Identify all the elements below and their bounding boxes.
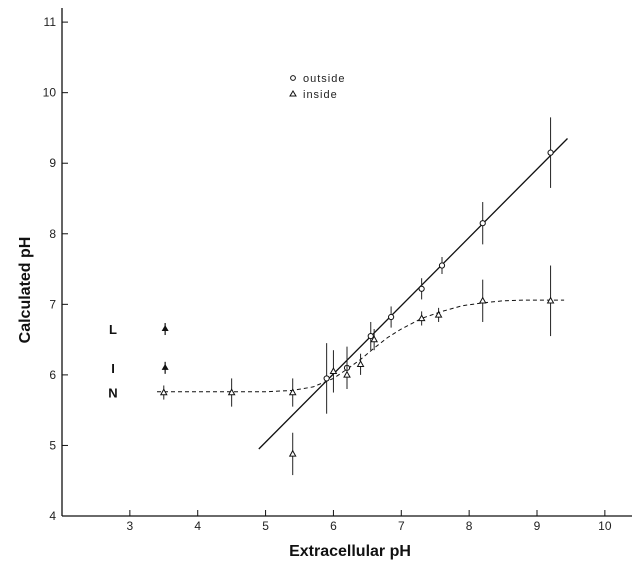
legend-item: inside (289, 89, 338, 101)
legend-triangle-marker (289, 90, 297, 97)
y-tick-label: 10 (43, 86, 57, 100)
inside-point (288, 378, 297, 407)
y-axis-title: Calculated pH (17, 237, 34, 344)
x-tick-label: 7 (398, 519, 405, 533)
inside-point (434, 307, 443, 322)
triangle-marker (478, 296, 487, 304)
circle-marker (438, 262, 446, 269)
x-tick-label: 8 (466, 519, 473, 533)
triangle-marker (329, 367, 338, 375)
y-tick-label: 6 (49, 368, 56, 382)
y-tick-label: 7 (49, 297, 56, 311)
legend-item: outside (290, 73, 345, 85)
filled-triangle-marker (161, 361, 169, 374)
outside-point (438, 257, 446, 274)
circle-marker (367, 332, 374, 340)
inside-point (343, 360, 351, 389)
triangle-marker (227, 388, 236, 396)
inside-point (478, 279, 487, 322)
inside-point (159, 385, 168, 400)
inside-point (227, 378, 236, 407)
x-tick-label: 4 (194, 519, 201, 533)
legend: outside inside (289, 73, 345, 101)
axes: 3 4 5 6 7 8 9 10 4 5 6 7 8 9 10 11 (43, 8, 632, 533)
triangle-marker (546, 296, 555, 304)
identity-line (258, 138, 568, 450)
outside-point (418, 278, 425, 300)
legend-label: inside (303, 89, 338, 101)
circle-marker (418, 285, 425, 292)
side-labels: L IN (108, 322, 169, 401)
triangle-marker (356, 360, 365, 368)
inside-point (370, 329, 378, 351)
y-tick-label: 4 (49, 509, 56, 523)
x-tick-label: 9 (534, 519, 541, 533)
triangle-marker (417, 314, 426, 322)
inside-point (546, 265, 555, 337)
circle-marker (388, 313, 395, 321)
triangle-marker (159, 388, 168, 396)
outside-point (388, 306, 395, 328)
side-letter: L (109, 322, 117, 337)
inside-point (417, 311, 426, 326)
circle-marker (323, 375, 330, 382)
x-axis-title: Extracellular pH (289, 543, 411, 560)
inside-fit-curve (157, 299, 565, 393)
legend-label: outside (303, 73, 345, 85)
outside-point (479, 202, 486, 245)
outside-point (367, 321, 374, 351)
inside-point (356, 353, 365, 375)
side-letter: I (111, 361, 115, 376)
x-tick-label: 6 (330, 519, 337, 533)
triangle-marker (288, 388, 297, 396)
side-letter: N (108, 386, 117, 401)
triangle-marker (434, 310, 443, 318)
data-points (159, 117, 555, 476)
marker-head (161, 325, 169, 332)
y-tick-label: 5 (49, 438, 56, 452)
circle-marker (547, 149, 554, 156)
outside-point (547, 117, 554, 188)
fit-lines (157, 138, 568, 450)
legend-circle-marker (290, 75, 296, 81)
filled-triangle-marker (161, 323, 169, 336)
x-tick-label: 3 (127, 519, 134, 533)
y-tick-label: 8 (49, 227, 56, 241)
y-tick-label: 11 (44, 15, 57, 29)
y-tick-label: 9 (49, 156, 56, 170)
circle-marker (479, 220, 486, 227)
triangle-marker (370, 335, 378, 343)
inside-point (288, 432, 297, 476)
marker-head (161, 363, 169, 370)
triangle-marker (288, 449, 297, 457)
outside-point (323, 343, 330, 414)
x-tick-label: 10 (598, 519, 612, 533)
inside-point (329, 350, 338, 393)
x-tick-label: 5 (262, 519, 269, 533)
triangle-marker (343, 370, 351, 378)
